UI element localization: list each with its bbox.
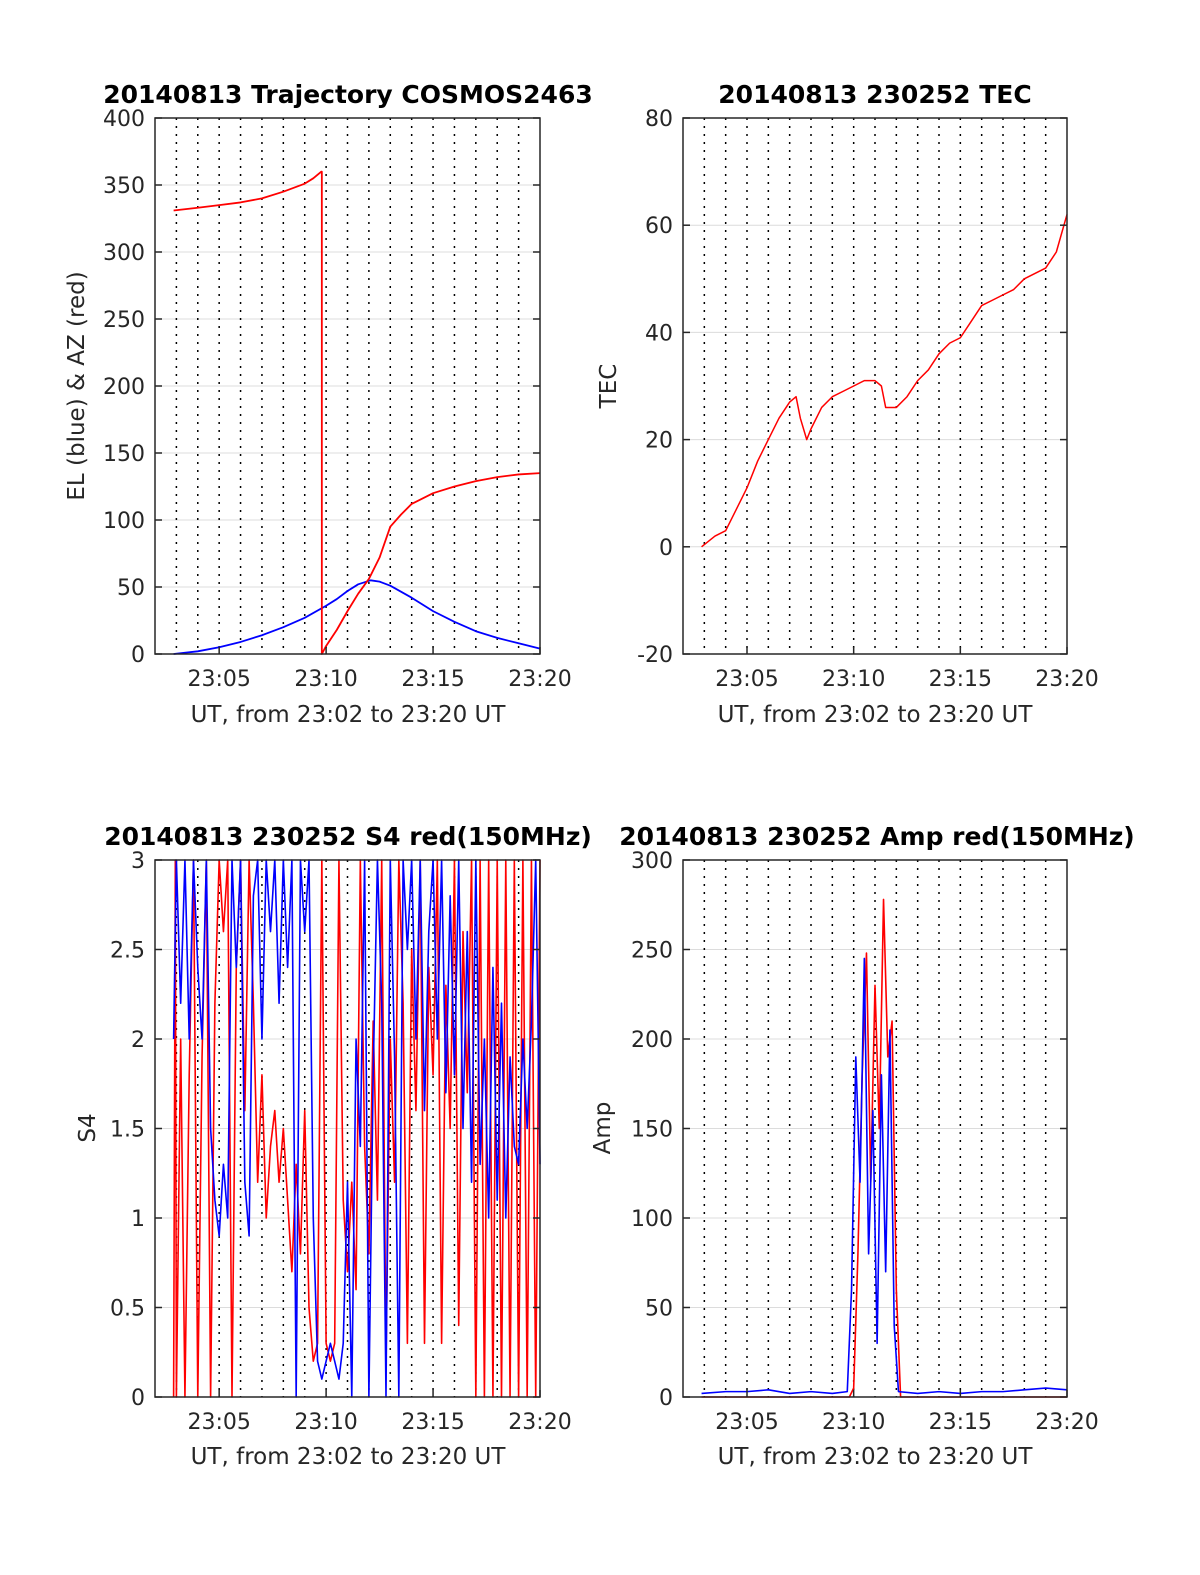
tec-panel: 20140813 230252 TEC -20 0 20 40 60 80 23:05 23:… xyxy=(596,80,1099,728)
trajectory-lines xyxy=(173,170,541,655)
trajectory-y-tick-label: 150 xyxy=(103,442,145,467)
amp-y-label: Amp xyxy=(590,1102,616,1155)
tec-y-tick-label: 0 xyxy=(659,536,673,561)
amp-y-tick-label: 100 xyxy=(631,1207,673,1232)
s4-y-tick-label: 1.5 xyxy=(110,1118,145,1143)
s4-y-tick-label: 1 xyxy=(131,1207,145,1232)
amp-x-tick-label: 23:15 xyxy=(929,1410,992,1435)
s4-x-label: UT, from 23:02 to 23:20 UT xyxy=(191,1444,507,1470)
amp-series-blue xyxy=(701,957,1068,1395)
trajectory-y-tick-label: 300 xyxy=(103,241,145,266)
tec-y-tick-label: 80 xyxy=(645,107,673,132)
s4-x-tick-label: 23:05 xyxy=(187,1410,250,1435)
tec-y-label: TEC xyxy=(596,364,622,410)
amp-y-tick-label: 150 xyxy=(631,1118,673,1143)
trajectory-y-tick-label: 250 xyxy=(103,308,145,333)
s4-x-tick-label: 23:15 xyxy=(401,1410,464,1435)
amp-panel: 20140813 230252 Amp red(150MHz) 0 50 100 15… xyxy=(590,822,1135,1470)
amp-y-tick-label: 300 xyxy=(631,849,673,874)
tec-y-tick-label: 60 xyxy=(645,214,673,239)
s4-title: 20140813 230252 S4 red(150MHz) xyxy=(104,822,592,851)
amp-x-tick-label: 23:05 xyxy=(715,1410,778,1435)
s4-y-tick-label: 0.5 xyxy=(110,1297,145,1322)
s4-x-tick-label: 23:10 xyxy=(294,1410,357,1435)
s4-panel: 20140813 230252 S4 red(150MHz) 0 0.5 1 1.5 2… xyxy=(75,822,592,1470)
amp-x-tick-label: 23:20 xyxy=(1035,1410,1098,1435)
s4-lines xyxy=(172,859,541,1398)
amp-x-tick-label: 23:10 xyxy=(822,1410,885,1435)
amp-y-tick-label: 200 xyxy=(631,1028,673,1053)
tec-y-tick-label: 40 xyxy=(645,321,673,346)
trajectory-panel: 20140813 Trajectory COSMOS2463 0 50 100 150… xyxy=(64,80,593,728)
amp-y-tick-label: 0 xyxy=(659,1386,673,1411)
trajectory-y-tick-label: 50 xyxy=(117,576,145,601)
trajectory-y-tick-label: 100 xyxy=(103,509,145,534)
tec-series-tec xyxy=(701,214,1068,548)
amp-x-label: UT, from 23:02 to 23:20 UT xyxy=(718,1444,1034,1470)
trajectory-series-el xyxy=(173,579,541,655)
tec-x-tick-label: 23:20 xyxy=(1035,667,1098,692)
trajectory-y-tick-label: 350 xyxy=(103,174,145,199)
amp-lines xyxy=(701,898,1068,1398)
trajectory-x-tick-label: 23:15 xyxy=(401,667,464,692)
trajectory-series-az xyxy=(173,170,541,655)
amp-y-tick-label: 50 xyxy=(645,1297,673,1322)
amp-series-red xyxy=(701,898,1067,1398)
tec-title: 20140813 230252 TEC xyxy=(718,80,1031,109)
tec-x-tick-label: 23:15 xyxy=(929,667,992,692)
tec-lines xyxy=(701,214,1068,548)
s4-x-tick-label: 23:20 xyxy=(508,1410,571,1435)
s4-series-blue xyxy=(172,859,541,1398)
s4-y-tick-label: 2.5 xyxy=(110,939,145,964)
trajectory-y-tick-label: 400 xyxy=(103,107,145,132)
tec-x-tick-label: 23:05 xyxy=(715,667,778,692)
trajectory-title: 20140813 Trajectory COSMOS2463 xyxy=(103,80,593,109)
trajectory-y-label: EL (blue) & AZ (red) xyxy=(64,271,90,500)
tec-x-label: UT, from 23:02 to 23:20 UT xyxy=(718,702,1034,728)
trajectory-ticks: 0 50 100 150 200 250 300 350 400 23:05 23:10 23:15 2… xyxy=(103,107,572,692)
amp-y-tick-label: 250 xyxy=(631,939,673,964)
tec-y-tick-label: -20 xyxy=(637,643,673,668)
s4-ticks: 0 0.5 1 1.5 2 2.5 3 23:05 23:10 23:15 23:20 xyxy=(110,849,572,1435)
trajectory-x-label: UT, from 23:02 to 23:20 UT xyxy=(191,702,507,728)
tec-y-tick-label: 20 xyxy=(645,429,673,454)
tec-x-tick-label: 23:10 xyxy=(822,667,885,692)
trajectory-y-tick-label: 200 xyxy=(103,375,145,400)
trajectory-y-tick-label: 0 xyxy=(131,643,145,668)
s4-y-tick-label: 3 xyxy=(131,849,145,874)
s4-y-tick-label: 2 xyxy=(131,1028,145,1053)
trajectory-x-tick-label: 23:05 xyxy=(187,667,250,692)
amp-title: 20140813 230252 Amp red(150MHz) xyxy=(619,822,1135,851)
amp-ticks: 0 50 100 150 200 250 300 23:05 23:10 23:15 23:20 xyxy=(631,849,1099,1435)
tec-axes-box xyxy=(682,117,1068,655)
tec-ticks: -20 0 20 40 60 80 23:05 23:10 23:15 23:20 xyxy=(637,107,1099,692)
trajectory-x-tick-label: 23:10 xyxy=(294,667,357,692)
trajectory-x-tick-label: 23:20 xyxy=(508,667,571,692)
s4-y-tick-label: 0 xyxy=(131,1386,145,1411)
s4-y-label: S4 xyxy=(75,1113,101,1142)
